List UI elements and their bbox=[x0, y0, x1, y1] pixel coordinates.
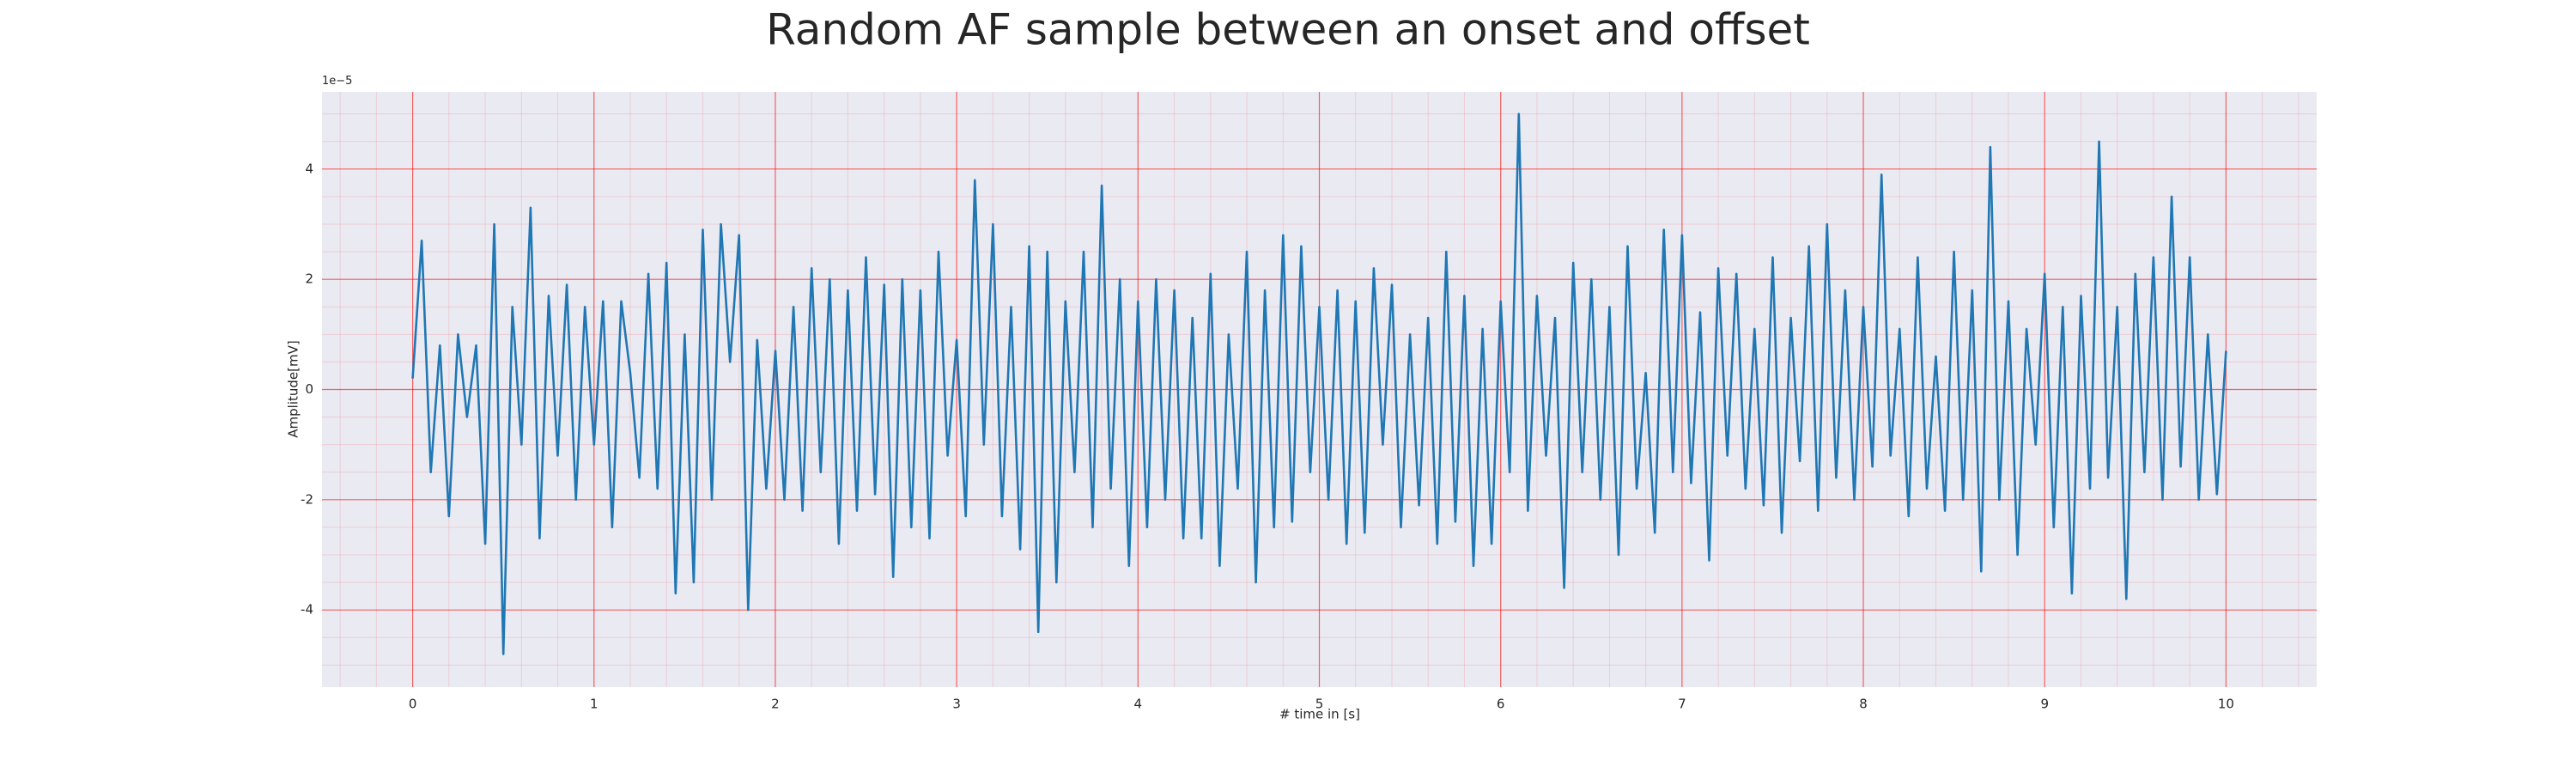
data-line bbox=[411, 113, 2227, 655]
x-tick-label: 6 bbox=[1497, 697, 1505, 712]
chart-title: Random AF sample between an onset and of… bbox=[766, 5, 1810, 55]
y-tick-label: -2 bbox=[301, 491, 313, 507]
x-tick-label: 0 bbox=[409, 697, 417, 712]
x-axis-label: # time in [s] bbox=[1279, 707, 1360, 722]
x-tick-label: 1 bbox=[590, 697, 598, 712]
x-tick-label: 3 bbox=[952, 697, 961, 712]
y-tick-label: 0 bbox=[305, 381, 313, 397]
x-tick-label: 5 bbox=[1315, 697, 1324, 712]
y-tick-label: 4 bbox=[305, 161, 313, 176]
x-tick-label: 2 bbox=[771, 697, 780, 712]
offset-label: 1e−5 bbox=[322, 75, 352, 88]
x-tick-label: 9 bbox=[2040, 697, 2049, 712]
x-tick-label: 8 bbox=[1859, 697, 1868, 712]
y-tick-label: 2 bbox=[305, 271, 313, 287]
x-tick-label: 4 bbox=[1134, 697, 1143, 712]
y-tick-label: -4 bbox=[301, 602, 313, 618]
y-axis-label: Amplitude[mV] bbox=[286, 340, 301, 437]
x-tick-label: 10 bbox=[2218, 697, 2234, 712]
x-tick-label: 7 bbox=[1678, 697, 1686, 712]
